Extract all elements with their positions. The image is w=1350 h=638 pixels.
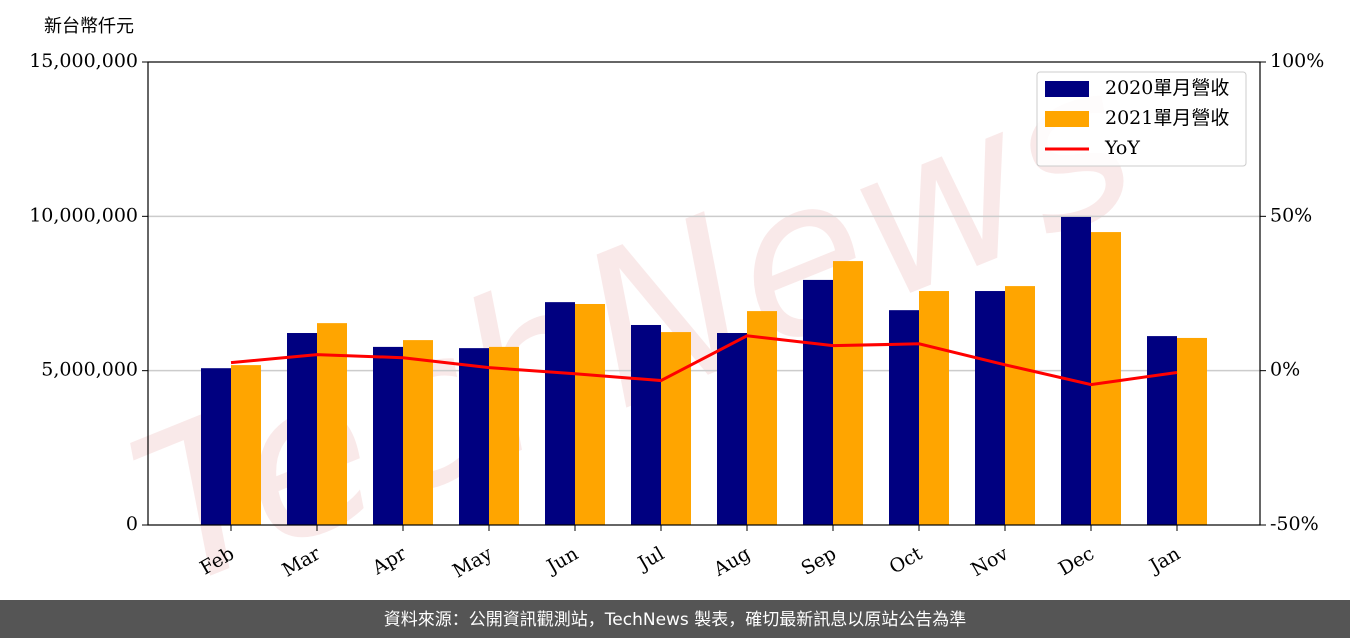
bar [1061, 216, 1091, 525]
x-tick-label: Dec [1055, 543, 1098, 581]
bar [889, 310, 919, 525]
bar [717, 333, 747, 525]
x-tick-label: Nov [967, 542, 1012, 581]
y-tick-label: 5,000,000 [41, 359, 138, 381]
legend-label: YoY [1104, 137, 1140, 159]
bar [231, 365, 261, 525]
bar [661, 332, 691, 525]
y2-tick-label: 100% [1270, 50, 1324, 72]
legend-label: 2021單月營收 [1105, 107, 1229, 129]
y-tick-label: 15,000,000 [29, 50, 138, 72]
x-tick-label: Jul [633, 543, 668, 576]
bar [545, 302, 575, 525]
bar [919, 291, 949, 525]
bar [1147, 336, 1177, 525]
x-tick-label: Jun [541, 543, 582, 579]
y-axis-label: 新台幣仟元 [44, 16, 134, 37]
bar [1091, 232, 1121, 526]
x-tick-label: Jan [1144, 543, 1184, 579]
bar [575, 303, 605, 525]
bar [833, 261, 863, 525]
bar [201, 368, 231, 525]
legend-label: 2020單月營收 [1105, 77, 1229, 99]
bar [373, 346, 403, 525]
plot-frame [147, 61, 1261, 526]
y-tick-label: 0 [126, 513, 138, 535]
x-tick-label: May [449, 542, 496, 582]
bar [403, 340, 433, 525]
x-tick-label: Aug [709, 543, 754, 582]
y2-tick-label: 50% [1270, 204, 1312, 226]
bar [747, 311, 777, 525]
bar [459, 348, 489, 525]
y2-tick-label: 0% [1270, 359, 1300, 381]
bar [975, 291, 1005, 525]
legend-swatch [1045, 111, 1089, 127]
legend-swatch [1045, 81, 1089, 97]
y-tick-label: 10,000,000 [29, 204, 138, 226]
footer [0, 600, 1350, 638]
x-tick-label: Sep [797, 543, 840, 580]
line-series [230, 334, 1178, 387]
bar [1177, 337, 1207, 525]
x-tick-label: Oct [886, 542, 927, 578]
source: 資料來源：公開資訊觀測站，TechNews 製表，確切最新訊息以原站公告為準 [384, 610, 966, 630]
bar [489, 346, 519, 525]
y2-tick-label: -50% [1270, 513, 1319, 535]
bar [631, 324, 661, 525]
bar [803, 279, 833, 525]
bar [287, 333, 317, 525]
legend-box [1036, 71, 1247, 167]
bar [1005, 286, 1035, 525]
